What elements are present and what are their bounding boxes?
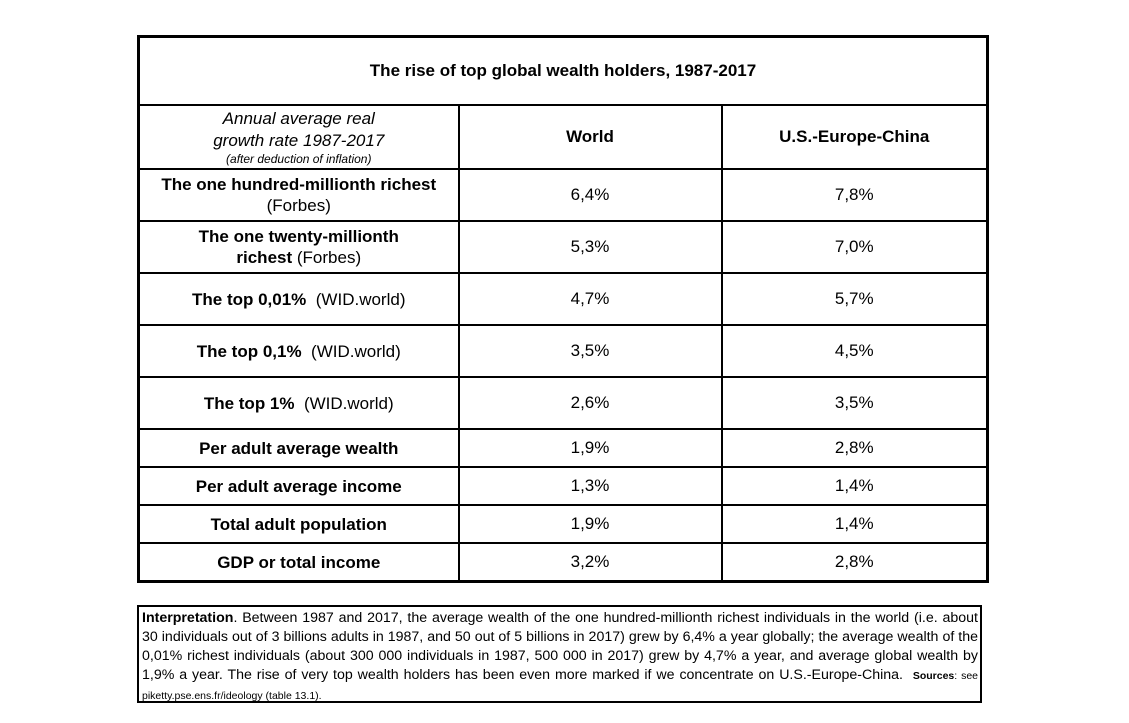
interpretation-label: Interpretation (142, 610, 234, 626)
region-value: 2,8% (720, 542, 989, 583)
row-label: The top 1% (WID.world) (137, 376, 460, 430)
region-value: 7,8% (720, 168, 989, 222)
table-row: The top 1% (WID.world) 2,6% 3,5% (137, 376, 989, 430)
interpretation-note: Interpretation. Between 1987 and 2017, t… (137, 605, 982, 703)
sources-label: Sources (912, 670, 955, 682)
header-label-note: (after deduction of inflation) (226, 152, 372, 166)
world-value: 1,9% (457, 504, 723, 544)
table-row: GDP or total income 3,2% 2,8% (137, 542, 989, 583)
table-row: Per adult average income 1,3% 1,4% (137, 466, 989, 506)
region-value: 2,8% (720, 428, 989, 468)
header-us-europe-china: U.S.-Europe-China (720, 104, 989, 170)
table-row: Total adult population 1,9% 1,4% (137, 504, 989, 544)
table-title: The rise of top global wealth holders, 1… (137, 35, 989, 106)
region-value: 1,4% (720, 466, 989, 506)
world-value: 5,3% (457, 220, 723, 274)
row-label: Per adult average income (137, 466, 460, 506)
row-label: GDP or total income (137, 542, 460, 583)
row-label: Total adult population (137, 504, 460, 544)
row-label: The top 0,1% (WID.world) (137, 324, 460, 378)
table-row: The one twenty-millionth richest (Forbes)… (137, 220, 989, 274)
world-value: 3,2% (457, 542, 723, 583)
table-row: Per adult average wealth 1,9% 2,8% (137, 428, 989, 468)
header-world: World (457, 104, 723, 170)
region-value: 5,7% (720, 272, 989, 326)
table-row: The one hundred-millionth richest (Forbes… (137, 168, 989, 222)
region-value: 3,5% (720, 376, 989, 430)
sources-text: : see piketty.pse.ens.fr/ideology (table… (142, 670, 978, 702)
world-value: 6,4% (457, 168, 723, 222)
header-label-line2: growth rate 1987-2017 (213, 131, 385, 150)
region-value: 7,0% (720, 220, 989, 274)
region-value: 1,4% (720, 504, 989, 544)
table-row: The top 0,01% (WID.world) 4,7% 5,7% (137, 272, 989, 326)
row-label: The one twenty-millionth richest (Forbes) (137, 220, 460, 274)
header-growth-rate-label: Annual average real growth rate 1987-201… (137, 104, 460, 170)
table-row: The top 0,1% (WID.world) 3,5% 4,5% (137, 324, 989, 378)
world-value: 3,5% (457, 324, 723, 378)
wealth-growth-table: The rise of top global wealth holders, 1… (137, 35, 989, 583)
world-value: 2,6% (457, 376, 723, 430)
region-value: 4,5% (720, 324, 989, 378)
world-value: 4,7% (457, 272, 723, 326)
row-label: The top 0,01% (WID.world) (137, 272, 460, 326)
interpretation-text: . Between 1987 and 2017, the average wea… (142, 610, 978, 683)
header-label-line1: Annual average real (222, 109, 375, 128)
row-label: The one hundred-millionth richest (Forbes… (137, 168, 460, 222)
world-value: 1,3% (457, 466, 723, 506)
row-label: Per adult average wealth (137, 428, 460, 468)
world-value: 1,9% (457, 428, 723, 468)
